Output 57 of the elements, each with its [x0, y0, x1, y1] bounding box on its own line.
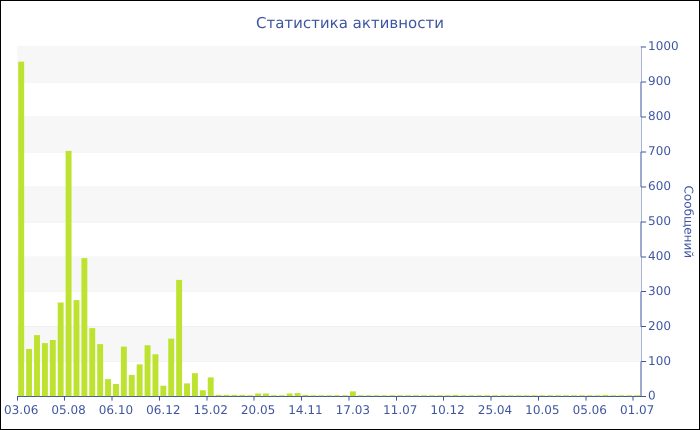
bar [105, 379, 112, 396]
x-tick-label: 06.10 [98, 402, 134, 417]
bar [81, 258, 88, 396]
bar [26, 349, 32, 396]
bar [286, 393, 293, 396]
bar [136, 364, 143, 396]
x-tick-label: 01.07 [620, 402, 654, 417]
y2-tick-label: 600 [648, 178, 671, 193]
bar [208, 377, 214, 396]
bar [144, 345, 151, 396]
bar [120, 346, 127, 396]
y2-tick-label: 900 [648, 74, 671, 88]
x-tick-label: 25.04 [478, 402, 512, 417]
bar [152, 354, 158, 396]
bar [192, 373, 198, 396]
x-tick-label: 15.02 [194, 402, 228, 417]
bar [294, 393, 301, 396]
bar [200, 390, 206, 396]
bar [18, 62, 24, 396]
chart-title: Статистика активности [256, 14, 444, 32]
bar [97, 344, 104, 396]
x-tick-label: 05.06 [572, 402, 607, 417]
x-tick-label: 06.12 [146, 402, 181, 417]
y2-tick-label: 300 [648, 284, 671, 298]
bar [74, 300, 80, 396]
bar [160, 386, 166, 396]
y2-tick-label: 800 [648, 109, 671, 124]
bar [350, 391, 356, 396]
x-tick-label: 20.05 [240, 402, 276, 417]
x-tick-label: 03.06 [4, 402, 38, 417]
bar [50, 340, 56, 396]
bar [168, 338, 174, 396]
bar [128, 374, 135, 396]
y2-tick-label: 500 [648, 214, 671, 228]
bar [112, 384, 119, 396]
bar [263, 393, 269, 396]
bar [255, 393, 262, 396]
y2-tick-label: 700 [648, 144, 671, 158]
bar [42, 343, 48, 396]
y2-tick-label: 0 [648, 388, 656, 403]
x-tick-label: 05.08 [51, 402, 86, 417]
x-tick-label: 10.05 [525, 402, 560, 417]
y2-tick-label: 400 [648, 248, 671, 263]
bar [176, 280, 182, 396]
y2-axis-title: Сообщений [682, 186, 696, 258]
bar [58, 302, 64, 396]
bar [184, 383, 190, 396]
y2-tick-label: 100 [648, 354, 671, 368]
x-tick-label: 17.03 [336, 402, 370, 417]
x-tick-label: 14.11 [288, 402, 323, 417]
x-tick-label: 11.07 [383, 402, 418, 417]
bar [66, 150, 72, 396]
y2-tick-label: 200 [648, 318, 671, 333]
bar [89, 328, 96, 396]
bar [34, 335, 40, 396]
x-tick-label: 10.12 [430, 402, 465, 417]
y2-tick-label: 1000 [648, 39, 679, 54]
